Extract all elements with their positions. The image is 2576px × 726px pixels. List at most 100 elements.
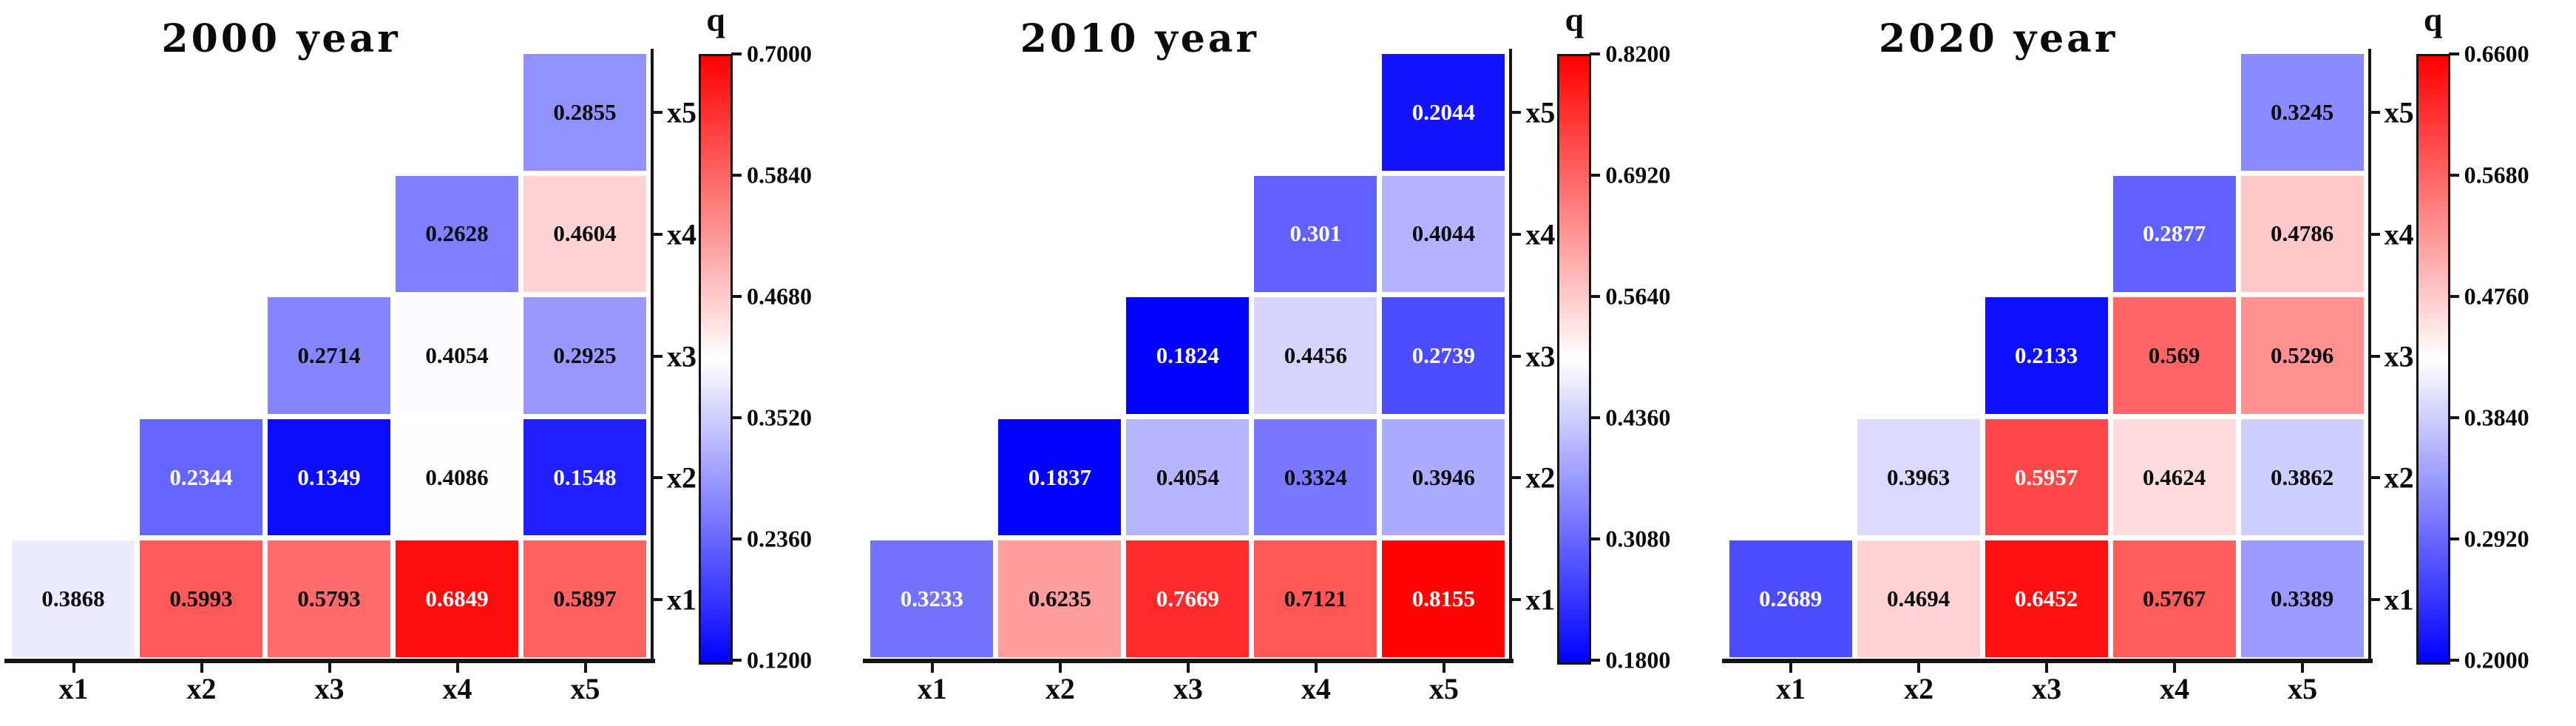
colorbar-tick: [1590, 295, 1601, 298]
colorbar-tick-label: 0.2000: [2464, 646, 2529, 674]
x-tick-label: x4: [442, 672, 472, 705]
colorbar-tick: [1590, 52, 1601, 55]
y-tick-label: x2: [2384, 461, 2414, 495]
heatmap-cell: 0.6849: [396, 540, 518, 657]
colorbar-tick: [731, 416, 742, 419]
colorbar-tick-label: 0.2920: [2464, 525, 2529, 552]
heatmap-cell: 0.1349: [268, 418, 390, 536]
y-tick-label: x2: [667, 461, 696, 495]
y-tick-label: x5: [1525, 95, 1556, 129]
x-tick-label: x2: [1045, 672, 1075, 705]
panel-2020: 2020 year q 0.2689 0.4694 0.6452 0.5767 0.33…: [1718, 0, 2576, 726]
x-axis-line: [1721, 659, 2373, 663]
colorbar-tick: [2448, 659, 2459, 662]
heatmap-cell: 0.4054: [396, 297, 518, 414]
colorbar-tick-label: 0.5840: [747, 161, 812, 189]
colorbar: [2416, 54, 2450, 665]
y-tick-label: x3: [2384, 339, 2414, 373]
colorbar-tick-label: 0.6920: [1605, 161, 1671, 189]
heatmap-cell: 0.4786: [2240, 175, 2364, 293]
x-tick-label: x1: [1776, 672, 1806, 705]
heatmap-cell: 0.2925: [523, 297, 646, 414]
heatmap-cell: 0.1824: [1126, 297, 1250, 414]
y-tick: [1511, 354, 1522, 358]
colorbar-tick-label: 0.5640: [1605, 282, 1671, 310]
heatmap-cell: 0.2714: [268, 297, 390, 414]
x-tick: [1058, 663, 1062, 673]
heatmap-cell: 0.1548: [523, 418, 646, 536]
x-tick-label: x2: [186, 672, 217, 705]
x-tick-label: x1: [917, 672, 947, 705]
colorbar-tick-label: 0.2360: [747, 525, 812, 552]
heatmap-cell: 0.6452: [1984, 540, 2108, 657]
colorbar-title: q: [706, 1, 725, 38]
colorbar-tick-label: 0.6600: [2464, 40, 2529, 67]
heatmap-cell: 0.2855: [523, 54, 646, 171]
x-tick-label: x4: [2160, 672, 2190, 705]
heatmap-cell: 0.2133: [1984, 297, 2108, 414]
y-tick-label: x2: [1525, 461, 1556, 495]
colorbar-tick: [2448, 52, 2459, 55]
y-tick-label: x1: [2384, 583, 2414, 617]
colorbar-tick: [731, 174, 742, 177]
colorbar-tick: [1590, 416, 1601, 419]
colorbar-tick: [2448, 295, 2459, 298]
heatmap-plot: q 0.2689 0.4694 0.6452 0.5767 0.3389 0.3963 0.…: [1718, 0, 2576, 726]
x-axis-line: [4, 659, 655, 663]
heatmap-cell: 0.7121: [1254, 540, 1377, 657]
y-tick: [1511, 476, 1522, 480]
x-tick-label: x3: [1173, 672, 1203, 705]
x-tick: [1186, 663, 1190, 673]
colorbar-tick: [731, 52, 742, 55]
heatmap-cell: 0.3946: [1382, 418, 1505, 536]
heatmap-cell: 0.2689: [1729, 540, 1852, 657]
x-tick: [2045, 663, 2049, 673]
heatmap-cell: 0.4456: [1254, 297, 1377, 414]
heatmap-cell: 0.5897: [523, 540, 646, 657]
heatmap-cell: 0.2739: [1382, 297, 1505, 414]
colorbar-tick-label: 0.4760: [2464, 282, 2529, 310]
heatmap-cell: 0.4054: [1126, 418, 1250, 536]
y-tick: [652, 354, 662, 358]
colorbar-tick: [1590, 659, 1601, 662]
y-tick-label: x4: [2384, 217, 2414, 251]
x-tick-label: x1: [58, 672, 89, 705]
colorbar-tick: [1590, 174, 1601, 177]
heatmap-cell: 0.569: [2112, 297, 2236, 414]
heatmap-cell: 0.6235: [998, 540, 1122, 657]
x-tick: [1917, 663, 1921, 673]
colorbar-tick-label: 0.7000: [747, 40, 812, 67]
colorbar-tick-label: 0.3840: [2464, 404, 2529, 431]
heatmap-cell: 0.1837: [998, 418, 1122, 536]
heatmap-cell: 0.5296: [2240, 297, 2364, 414]
colorbar-tick-label: 0.3520: [747, 404, 812, 431]
heatmap-cell: 0.3963: [1857, 418, 1980, 536]
y-tick-label: x3: [667, 339, 696, 373]
heatmap-cell: 0.5993: [140, 540, 262, 657]
colorbar-tick: [731, 537, 742, 540]
x-tick: [1314, 663, 1318, 673]
y-tick: [2369, 354, 2380, 358]
x-tick-label: x5: [570, 672, 600, 705]
x-tick-label: x4: [1301, 672, 1331, 705]
heatmap-cell: 0.3233: [870, 540, 994, 657]
colorbar-tick-label: 0.3080: [1605, 525, 1671, 552]
heatmap-cell: 0.7669: [1126, 540, 1250, 657]
panel-title: 2010 year: [1020, 16, 1259, 61]
y-tick: [1511, 597, 1522, 601]
heatmap-cell: 0.3389: [2240, 540, 2364, 657]
y-tick: [652, 597, 662, 601]
x-tick-label: x2: [1904, 672, 1934, 705]
x-tick: [2301, 663, 2305, 673]
y-tick: [652, 232, 662, 236]
y-tick: [652, 111, 662, 115]
colorbar-tick-label: 0.1800: [1605, 646, 1671, 674]
x-tick: [1442, 663, 1445, 673]
colorbar-tick-label: 0.5680: [2464, 161, 2529, 189]
heatmap-cell: 0.5767: [2112, 540, 2236, 657]
colorbar-tick: [2448, 537, 2459, 540]
y-tick: [2369, 232, 2380, 236]
panel-title: 2000 year: [161, 16, 401, 61]
heatmap-cell: 0.3868: [12, 540, 135, 657]
y-tick: [2369, 476, 2380, 480]
